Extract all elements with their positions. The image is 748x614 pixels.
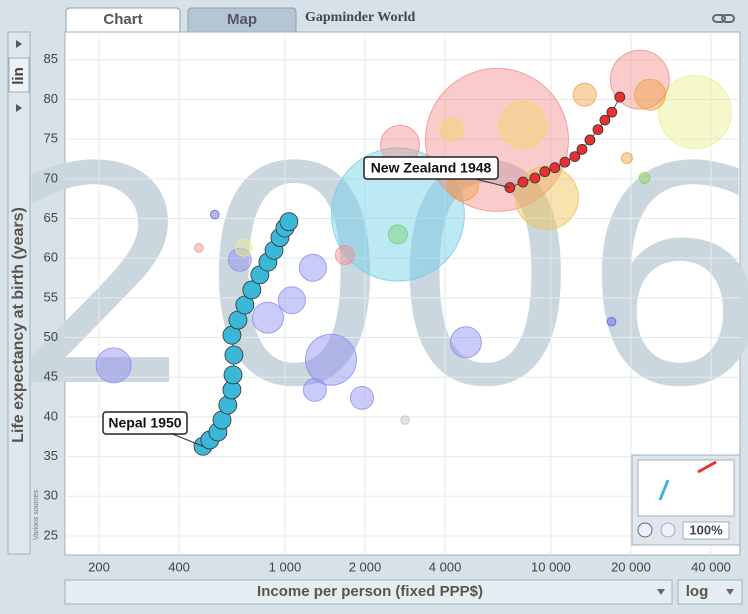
country-bubble bbox=[514, 165, 579, 230]
country-bubble bbox=[304, 333, 357, 386]
country-bubble bbox=[609, 49, 670, 110]
x-tick-label: 20 000 bbox=[611, 559, 651, 574]
country-bubble bbox=[95, 347, 132, 384]
dropdown-arrow[interactable] bbox=[657, 589, 665, 595]
label-box bbox=[363, 156, 499, 180]
x-indicator-dropdown[interactable] bbox=[64, 579, 673, 605]
x-tick-label: 10 000 bbox=[531, 559, 571, 574]
tab-label[interactable]: Chart bbox=[103, 11, 142, 28]
country-bubble bbox=[302, 377, 327, 402]
country-bubble bbox=[439, 117, 464, 142]
x-scale-label[interactable]: log bbox=[686, 583, 709, 600]
x-axis-label[interactable]: Income per person (fixed PPP$) bbox=[257, 583, 483, 600]
trail-point bbox=[576, 144, 588, 155]
trail-point bbox=[224, 345, 244, 365]
country-bubble bbox=[572, 82, 597, 107]
country-bubble bbox=[449, 326, 482, 359]
y-scale-toggle[interactable] bbox=[8, 57, 30, 93]
trail-point bbox=[529, 172, 541, 184]
country-bubble bbox=[277, 286, 306, 315]
x-tick-label: 2 000 bbox=[349, 559, 382, 574]
app-title: Gapminder World bbox=[305, 10, 416, 25]
y-axis-panel bbox=[7, 31, 31, 555]
country-bubble bbox=[400, 415, 410, 425]
country-bubble bbox=[349, 385, 374, 410]
trail-label: New Zealand 1948 bbox=[371, 160, 492, 176]
country-bubble bbox=[251, 301, 284, 334]
y-tick-label: 40 bbox=[44, 408, 58, 423]
sources-note[interactable]: Various sources bbox=[33, 490, 40, 540]
x-tick-label: 1 000 bbox=[269, 559, 302, 574]
y-scale-label[interactable]: lin bbox=[10, 67, 27, 85]
trail-point bbox=[584, 134, 596, 146]
tab-label[interactable]: Map bbox=[227, 11, 257, 28]
zoom-in[interactable] bbox=[637, 522, 653, 538]
y-tick-label: 85 bbox=[44, 51, 58, 66]
y-tick-label: 65 bbox=[44, 210, 58, 225]
x-tick-label: 4 000 bbox=[429, 559, 462, 574]
y-tick-label: 70 bbox=[44, 170, 58, 185]
trail-point bbox=[223, 365, 243, 385]
y-tick-label: 75 bbox=[44, 131, 58, 146]
y-tick-label: 50 bbox=[44, 329, 58, 344]
y-tick-label: 45 bbox=[44, 369, 58, 384]
trail-point bbox=[599, 114, 611, 126]
zoom-out[interactable] bbox=[660, 522, 676, 538]
y-tick-label: 30 bbox=[44, 488, 58, 503]
trail-point bbox=[592, 124, 604, 136]
country-bubble bbox=[194, 243, 204, 253]
country-bubble bbox=[298, 253, 327, 282]
country-bubble bbox=[334, 245, 355, 266]
y-tick-label: 35 bbox=[44, 448, 58, 463]
country-bubble bbox=[330, 147, 465, 282]
country-bubble bbox=[606, 316, 617, 327]
trail-point bbox=[517, 176, 529, 188]
trail-point bbox=[606, 106, 618, 118]
trail-point bbox=[549, 162, 561, 174]
y-tick-label: 60 bbox=[44, 250, 58, 265]
trail-label: Nepal 1950 bbox=[108, 415, 181, 431]
trail-point bbox=[539, 166, 551, 178]
country-bubble bbox=[638, 172, 651, 185]
x-tick-label: 200 bbox=[88, 559, 110, 574]
zoom-level: 100% bbox=[689, 522, 723, 537]
label-box bbox=[102, 411, 188, 435]
map-tab[interactable] bbox=[187, 7, 297, 32]
plot-area bbox=[64, 31, 741, 556]
trail-point bbox=[279, 212, 299, 232]
x-tick-label: 400 bbox=[168, 559, 190, 574]
country-bubble bbox=[620, 152, 633, 165]
chart-tab[interactable] bbox=[65, 7, 181, 32]
y-tick-label: 80 bbox=[44, 91, 58, 106]
trail-point bbox=[559, 156, 571, 168]
arrow-icon[interactable] bbox=[16, 40, 22, 48]
y-tick-label: 55 bbox=[44, 289, 58, 304]
minimap[interactable]: 100% bbox=[631, 454, 741, 546]
y-tick-label: 25 bbox=[44, 527, 58, 542]
x-tick-label: 40 000 bbox=[691, 559, 731, 574]
trail-point bbox=[242, 280, 262, 300]
country-bubble bbox=[498, 100, 547, 149]
arrow-icon[interactable] bbox=[16, 104, 22, 112]
country-bubble bbox=[657, 75, 732, 150]
country-bubble bbox=[634, 78, 667, 111]
trail-point bbox=[614, 91, 626, 103]
country-bubble bbox=[227, 247, 252, 272]
link-icon[interactable] bbox=[712, 14, 735, 23]
country-bubble bbox=[234, 238, 253, 257]
dropdown-arrow[interactable] bbox=[726, 589, 734, 595]
country-bubble bbox=[209, 209, 220, 220]
country-bubble bbox=[387, 224, 408, 245]
y-axis-label[interactable]: Life expectancy at birth (years) bbox=[10, 207, 27, 443]
trail-point bbox=[569, 151, 581, 162]
